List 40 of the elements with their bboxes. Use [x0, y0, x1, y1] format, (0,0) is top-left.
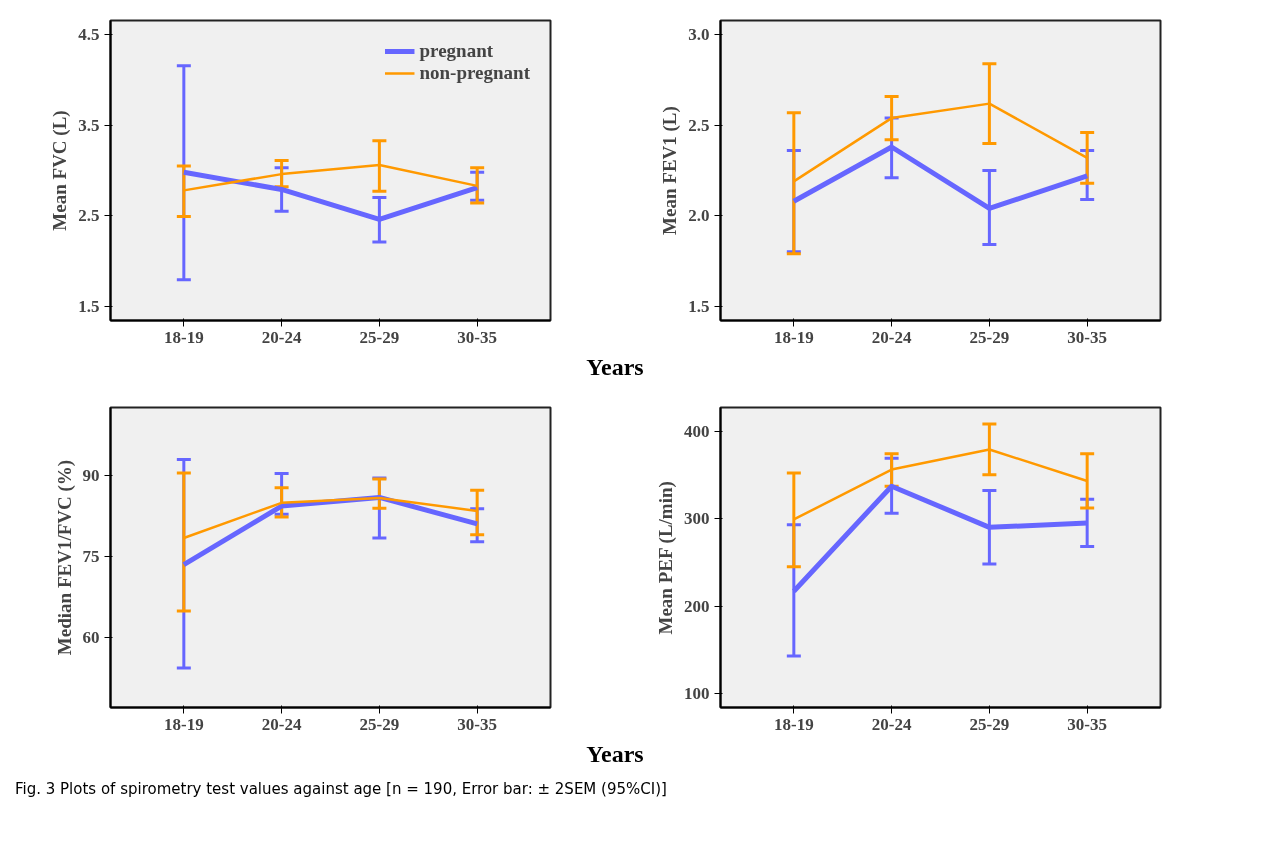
y-tick-label: 3.0 — [688, 25, 710, 45]
y-tick-label: 400 — [684, 421, 710, 441]
y-tick-label: 2.5 — [78, 206, 100, 226]
y-tick-label: 90 — [82, 465, 100, 485]
x-axis-title: Years — [586, 740, 644, 769]
y-axis-title: Median FEV1/FVC (%) — [53, 459, 76, 656]
y-tick-label: 1.5 — [688, 296, 710, 316]
caption: Fig. 3 Plots of spirometry test values against age [n = 190, Error bar: ± 2SEM (95%CI)] — [15, 779, 667, 800]
y-axis-title: Mean FEV1 (L) — [659, 106, 682, 235]
y-tick-label: 1.5 — [78, 296, 100, 316]
y-axis-title: Mean FVC (L) — [49, 110, 72, 231]
x-tick-label: 20-24 — [261, 327, 302, 347]
y-tick-label: 3.5 — [78, 115, 100, 135]
y-tick-label: 100 — [684, 684, 710, 704]
x-tick-label: 18-19 — [774, 714, 814, 734]
y-tick-label: 4.5 — [78, 25, 100, 45]
x-tick-label: 25-29 — [969, 714, 1010, 734]
x-tick-label: 30-35 — [1067, 327, 1108, 347]
legend-label: non-pregnant — [419, 62, 530, 84]
y-tick-label: 200 — [684, 596, 710, 616]
legend-label: pregnant — [419, 40, 494, 62]
x-tick-label: 30-35 — [1067, 714, 1108, 734]
y-tick-label: 2.0 — [688, 206, 710, 226]
y-tick-label: 2.5 — [688, 115, 710, 135]
y-tick-label: 60 — [82, 628, 100, 648]
x-tick-label: 25-29 — [969, 327, 1010, 347]
x-tick-label: 25-29 — [359, 327, 400, 347]
y-tick-label: 300 — [684, 509, 710, 529]
y-tick-label: 75 — [82, 546, 100, 566]
x-tick-label: 30-35 — [457, 327, 498, 347]
x-axis-title: Years — [586, 353, 644, 382]
x-tick-label: 20-24 — [261, 714, 302, 734]
x-tick-label: 18-19 — [774, 327, 814, 347]
x-tick-label: 18-19 — [164, 327, 204, 347]
y-axis-title: Mean PEF (L/min) — [655, 481, 677, 635]
x-tick-label: 18-19 — [164, 714, 204, 734]
x-tick-label: 30-35 — [457, 714, 498, 734]
x-tick-label: 20-24 — [871, 327, 912, 347]
x-tick-label: 20-24 — [871, 714, 912, 734]
x-tick-label: 25-29 — [359, 714, 400, 734]
